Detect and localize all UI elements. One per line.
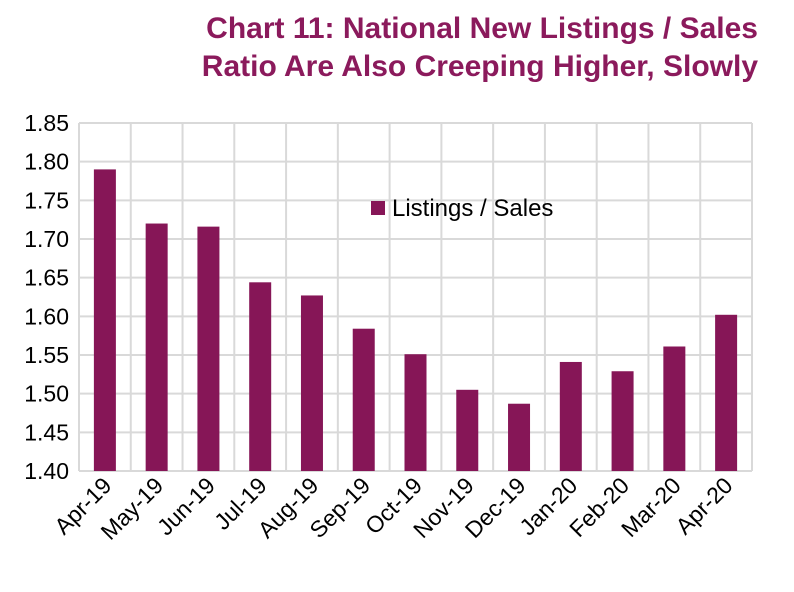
y-tick-label: 1.70 xyxy=(24,226,69,252)
legend-swatch xyxy=(371,201,385,215)
bars xyxy=(93,169,738,471)
bar-jun-19 xyxy=(197,226,220,471)
chart-title: Chart 11: National New Listings / Sales … xyxy=(0,10,758,86)
bar-oct-19 xyxy=(404,354,427,471)
bar-dec-19 xyxy=(508,403,531,471)
chart-title-line2: Ratio Are Also Creeping Higher, Slowly xyxy=(201,50,758,83)
legend: Listings / Sales xyxy=(371,195,553,222)
x-tick-label: Jun-19 xyxy=(152,472,220,540)
y-tick-label: 1.45 xyxy=(24,419,69,445)
bar-sep-19 xyxy=(352,328,375,471)
bar-nov-19 xyxy=(456,389,479,471)
y-tick-label: 1.40 xyxy=(24,458,69,484)
x-tick-label: Apr-20 xyxy=(670,472,737,539)
bar-apr-19 xyxy=(93,169,116,471)
legend-label: Listings / Sales xyxy=(392,195,553,222)
x-axis-tick-labels: Apr-19May-19Jun-19Jul-19Aug-19Sep-19Oct-… xyxy=(49,472,737,545)
bar-apr-20 xyxy=(715,314,738,471)
bar-aug-19 xyxy=(300,295,323,471)
bar-may-19 xyxy=(145,223,168,471)
y-tick-label: 1.75 xyxy=(24,187,69,213)
bar-jul-19 xyxy=(249,282,272,471)
chart-title-line1: Chart 11: National New Listings / Sales xyxy=(206,12,758,45)
x-tick-label: Mar-20 xyxy=(616,472,686,542)
y-tick-label: 1.85 xyxy=(24,110,69,136)
gridlines xyxy=(78,122,753,472)
y-axis-tick-labels: 1.40 1.45 1.50 1.55 1.60 1.65 1.70 1.75 1.80 1.85 xyxy=(24,110,69,484)
y-tick-label: 1.80 xyxy=(24,149,69,175)
bar-jan-20 xyxy=(559,361,582,471)
bar-feb-20 xyxy=(611,371,634,471)
bar-mar-20 xyxy=(663,346,686,471)
y-tick-label: 1.50 xyxy=(24,381,69,407)
y-tick-label: 1.65 xyxy=(24,265,69,291)
y-tick-label: 1.55 xyxy=(24,342,69,368)
y-tick-label: 1.60 xyxy=(24,303,69,329)
